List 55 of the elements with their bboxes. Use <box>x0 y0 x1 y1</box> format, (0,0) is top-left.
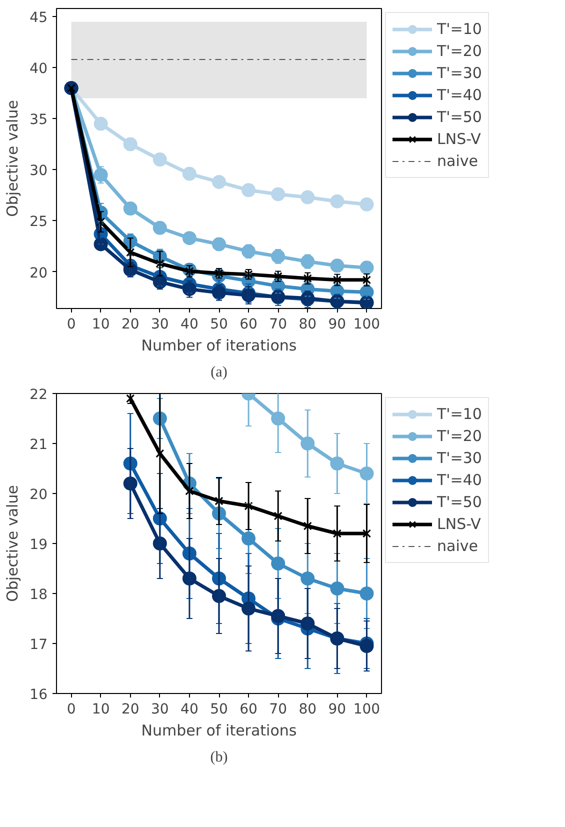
x-tick-label: 70 <box>269 702 288 718</box>
x-tick-label: 10 <box>92 316 110 332</box>
x-tick-label: 40 <box>180 316 198 332</box>
y-tick-label: 30 <box>30 163 48 180</box>
x-tick-label: 80 <box>298 702 317 718</box>
legend-label: T'=30 <box>437 64 482 82</box>
x-tick-label: 90 <box>328 702 346 718</box>
legend-label: T'=20 <box>437 42 482 60</box>
legend-label: T'=20 <box>437 427 482 445</box>
text: (b) <box>210 750 228 766</box>
x-tick-label: 50 <box>210 316 228 332</box>
legend-label: LNS-V <box>437 130 481 148</box>
x-tick-label: 20 <box>121 316 140 332</box>
legend-label: naive <box>437 537 478 555</box>
x-tick-label: 70 <box>269 316 288 332</box>
x-tick-label: 0 <box>66 316 76 332</box>
y-tick-label: 35 <box>30 112 48 128</box>
legend-label: T'=40 <box>437 86 482 104</box>
x-axis-title: Number of iterations <box>141 722 297 740</box>
x-axis-title: Number of iterations <box>141 336 297 354</box>
x-tick-label: 10 <box>92 702 110 718</box>
x-tick-label: 0 <box>66 702 76 718</box>
legend-label: T'=10 <box>437 20 482 38</box>
y-tick-label: 45 <box>30 10 48 26</box>
x-tick-label: 20 <box>121 702 140 718</box>
x-tick-label: 30 <box>151 702 169 718</box>
legend-label: T'=50 <box>437 108 482 126</box>
y-tick-label: 40 <box>30 61 48 78</box>
y-tick-label: 21 <box>30 437 48 453</box>
legend-label: T'=50 <box>437 493 482 511</box>
x-tick-label: 60 <box>240 316 258 332</box>
y-tick-label: 19 <box>30 537 48 553</box>
x-tick-label: 100 <box>353 316 380 332</box>
legend-label: T'=30 <box>437 449 482 467</box>
x-tick-label: 60 <box>240 702 258 718</box>
y-axis-title: Objective value <box>4 100 22 217</box>
y-tick-label: 25 <box>30 214 48 230</box>
y-tick-label: 22 <box>30 387 48 403</box>
legend-label: naive <box>437 152 478 170</box>
text: (a) <box>210 364 228 380</box>
x-tick-label: 30 <box>151 316 169 332</box>
x-tick-label: 100 <box>353 702 380 718</box>
x-tick-label: 50 <box>210 702 228 718</box>
legend-label: T'=40 <box>437 471 482 489</box>
y-tick-label: 20 <box>30 487 48 503</box>
x-tick-label: 80 <box>298 316 317 332</box>
y-axis-title: Objective value <box>4 485 22 602</box>
y-tick-label: 18 <box>30 587 48 603</box>
legend-label: T'=10 <box>437 405 482 423</box>
x-tick-label: 90 <box>328 316 346 332</box>
y-tick-label: 20 <box>30 265 48 282</box>
legend-label: LNS-V <box>437 515 481 533</box>
y-tick-label: 17 <box>30 637 48 653</box>
y-tick-label: 16 <box>30 687 48 703</box>
x-tick-label: 40 <box>180 702 198 718</box>
